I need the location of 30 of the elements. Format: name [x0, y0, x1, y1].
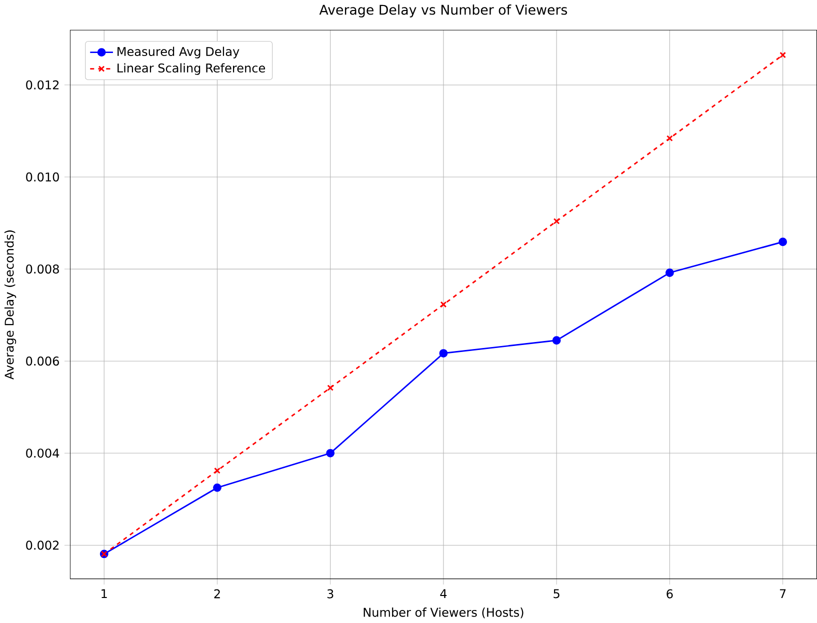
y-axis-title: Average Delay (seconds) [4, 230, 16, 380]
point [326, 449, 335, 458]
x-tick-label: 4 [440, 589, 447, 598]
y-tick-label: 0.010 [26, 172, 59, 182]
x-tick-label: 2 [214, 589, 220, 598]
point [666, 135, 673, 142]
x-tick-label: 7 [780, 589, 786, 598]
y-tick-label: 0.008 [26, 264, 59, 274]
x-tick-label: 5 [554, 589, 560, 598]
point [780, 52, 786, 58]
y-tick-label: 0.006 [26, 356, 59, 366]
point [665, 268, 674, 278]
y-tick-label: 0.012 [26, 80, 59, 90]
point [213, 484, 222, 492]
x-tick-label: 6 [666, 589, 673, 598]
point [439, 349, 448, 358]
x-axis-title: Number of Viewers (Hosts) [364, 608, 524, 618]
point [327, 384, 334, 392]
y-tick-label: 0.002 [26, 540, 59, 550]
legend-label: Linear Scaling Reference [118, 63, 266, 76]
point [214, 468, 220, 474]
y-tick-label: 0.004 [26, 448, 60, 458]
x-tick-label: 3 [327, 589, 334, 598]
point [778, 238, 788, 246]
chart-title: Average Delay vs Number of Viewers [319, 4, 568, 18]
x-tick-label: 1 [102, 589, 107, 598]
point [552, 336, 561, 345]
point [553, 218, 560, 224]
point [440, 301, 447, 308]
legend-label: Measured Avg Delay [118, 46, 240, 59]
